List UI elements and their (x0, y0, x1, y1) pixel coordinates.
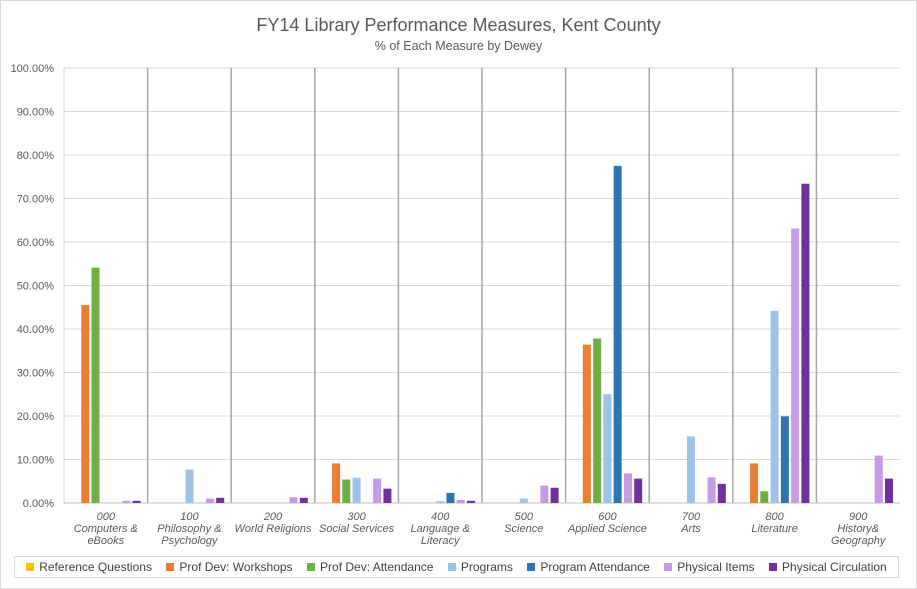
bar-physical-items-6 (623, 473, 632, 503)
y-tick-label: 50.00% (17, 281, 55, 293)
bar-program-attendance-4 (446, 492, 455, 503)
category-label: World Religions (234, 523, 312, 535)
bar-prof-dev-workshops-3 (332, 463, 341, 503)
category-label: Applied Science (567, 523, 647, 535)
legend-swatch (166, 563, 175, 571)
legend: Reference Questions Prof Dev: Workshops Pr… (14, 556, 899, 578)
bar-physical-items-2 (289, 497, 298, 503)
category-label: Literature (751, 523, 797, 535)
legend-item: Programs (447, 560, 513, 574)
legend-item: Prof Dev: Workshops (166, 560, 293, 574)
bar-physical-circulation-9 (885, 478, 894, 503)
category-label: 200 (263, 511, 283, 523)
legend-swatch (307, 563, 316, 571)
legend-label: Prof Dev: Workshops (179, 560, 293, 574)
bar-physical-items-0 (122, 500, 131, 503)
bar-programs-6 (603, 394, 612, 503)
bar-prof-dev-attendance-8 (760, 491, 769, 503)
bar-physical-circulation-3 (383, 488, 392, 503)
bar-programs-7 (686, 436, 696, 503)
category-label: Computers & (74, 523, 138, 535)
chart-title: FY14 Library Performance Measures, Kent … (256, 15, 661, 35)
bar-physical-circulation-6 (634, 478, 643, 503)
category-label: Philosophy & (157, 523, 221, 535)
category-label: 600 (598, 511, 617, 523)
category-label: Arts (680, 523, 701, 535)
bar-physical-items-7 (707, 477, 716, 503)
y-tick-label: 80.00% (17, 150, 55, 162)
category-label: 000 (97, 511, 116, 523)
bar-physical-circulation-0 (132, 500, 141, 503)
y-tick-label: 70.00% (17, 194, 55, 206)
bar-prof-dev-attendance-6 (593, 338, 602, 503)
bar-prof-dev-workshops-0 (81, 305, 90, 503)
bar-physical-items-8 (791, 228, 800, 503)
bar-physical-items-4 (456, 499, 465, 503)
category-label: Language & (411, 523, 470, 535)
bar-prof-dev-workshops-6 (582, 344, 591, 503)
y-tick-label: 20.00% (17, 411, 55, 423)
category-label: 800 (765, 511, 784, 523)
category-label: eBooks (87, 535, 124, 547)
legend-label: Physical Items (677, 560, 755, 574)
category-label: Science (504, 523, 543, 535)
y-tick-label: 10.00% (17, 455, 55, 467)
bar-physical-items-9 (874, 455, 883, 503)
chart-subtitle: % of Each Measure by Dewey (374, 39, 543, 53)
y-tick-label: 0.00% (23, 498, 54, 510)
category-label: 300 (347, 511, 366, 523)
category-label: History& (837, 523, 879, 535)
y-tick-label: 60.00% (17, 237, 55, 249)
legend-item: Prof Dev: Attendance (307, 560, 433, 574)
y-tick-label: 30.00% (17, 368, 55, 380)
legend-item: Physical Circulation (769, 560, 887, 574)
bar-program-attendance-6 (613, 165, 622, 503)
legend-swatch (26, 563, 35, 571)
bar-physical-circulation-8 (801, 183, 810, 503)
legend-item: Program Attendance (527, 560, 650, 574)
category-label: 900 (849, 511, 868, 523)
legend-label: Program Attendance (540, 560, 650, 574)
bar-prof-dev-workshops-8 (750, 463, 759, 503)
bar-programs-4 (436, 501, 445, 503)
legend-label: Reference Questions (39, 560, 152, 574)
legend-label: Physical Circulation (782, 560, 887, 574)
bar-physical-circulation-4 (467, 500, 476, 503)
category-label: Literacy (421, 535, 461, 547)
bar-programs-5 (519, 498, 528, 503)
bar-physical-items-3 (373, 478, 382, 503)
bar-prof-dev-attendance-0 (91, 267, 100, 503)
legend-swatch (447, 563, 456, 571)
legend-swatch (527, 563, 536, 571)
bar-program-attendance-8 (780, 416, 789, 503)
legend-swatch (664, 563, 673, 571)
bar-physical-items-1 (205, 498, 214, 503)
bar-physical-circulation-1 (216, 497, 225, 503)
legend-swatch (769, 563, 778, 571)
bar-programs-8 (770, 310, 779, 503)
category-label: 700 (682, 511, 701, 523)
y-tick-label: 100.00% (11, 63, 55, 75)
legend-label: Programs (460, 560, 513, 574)
bar-physical-circulation-5 (550, 487, 559, 503)
category-label: 400 (431, 511, 450, 523)
category-label: Social Services (319, 523, 395, 535)
category-label: 100 (180, 511, 199, 523)
bar-programs-3 (352, 477, 361, 503)
category-label: Geography (831, 535, 887, 547)
category-label: Psychology (161, 535, 219, 547)
y-tick-label: 90.00% (17, 107, 55, 119)
bar-prof-dev-attendance-3 (342, 479, 351, 503)
bar-physical-items-5 (540, 485, 549, 503)
bar-physical-circulation-7 (717, 483, 726, 503)
category-label: 500 (515, 511, 534, 523)
bar-programs-1 (185, 469, 194, 503)
legend-item: Reference Questions (26, 560, 152, 574)
y-tick-label: 40.00% (17, 324, 55, 336)
bar-physical-circulation-2 (299, 497, 308, 503)
legend-item: Physical Items (664, 560, 755, 574)
legend-label: Prof Dev: Attendance (320, 560, 434, 574)
